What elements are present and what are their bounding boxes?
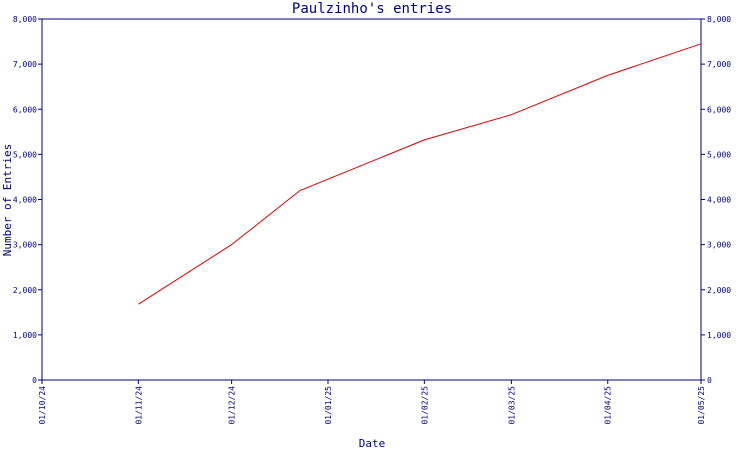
left-y-tick-label: 1,000 bbox=[13, 331, 37, 340]
x-tick-label: 01/10/24 bbox=[38, 386, 47, 425]
right-y-tick-label: 8,000 bbox=[707, 15, 731, 24]
x-tick-label: 01/12/24 bbox=[228, 386, 237, 425]
x-tick-label: 01/02/25 bbox=[420, 386, 429, 425]
left-y-tick-label: 4,000 bbox=[13, 196, 37, 205]
x-tick-label: 01/05/25 bbox=[697, 386, 706, 425]
right-y-tick-label: 4,000 bbox=[707, 196, 731, 205]
right-y-tick-label: 6,000 bbox=[707, 105, 731, 114]
right-y-axis-ticks: 0 1,000 2,000 3,000 4,000 5,000 6,000 7,000 8,00… bbox=[701, 15, 731, 385]
x-axis-ticks: 01/10/24 01/11/24 01/12/24 01/01/25 01/02/25… bbox=[38, 380, 706, 425]
right-y-tick-label: 3,000 bbox=[707, 241, 731, 250]
left-y-axis-ticks: 0 1,000 2,000 3,000 4,000 5,000 6,000 7,000 8,00… bbox=[13, 15, 42, 385]
left-y-tick-label: 8,000 bbox=[13, 15, 37, 24]
x-axis-label: Date bbox=[359, 437, 386, 450]
left-y-tick-label: 2,000 bbox=[13, 286, 37, 295]
right-y-tick-label: 1,000 bbox=[707, 331, 731, 340]
right-y-tick-label: 7,000 bbox=[707, 60, 731, 69]
x-tick-label: 01/04/25 bbox=[604, 386, 613, 425]
y-axis-label: Number of Entries bbox=[1, 144, 14, 257]
series-line bbox=[138, 43, 702, 305]
x-tick-label: 01/01/25 bbox=[324, 386, 333, 425]
x-tick-label: 01/11/24 bbox=[134, 386, 143, 425]
chart-title: Paulzinho's entries bbox=[292, 1, 452, 17]
right-y-tick-label: 2,000 bbox=[707, 286, 731, 295]
left-y-tick-label: 0 bbox=[32, 376, 37, 385]
plot-frame bbox=[41, 18, 702, 381]
right-y-tick-label: 5,000 bbox=[707, 150, 731, 159]
x-tick-label: 01/03/25 bbox=[507, 386, 516, 425]
left-y-tick-label: 7,000 bbox=[13, 60, 37, 69]
left-y-tick-label: 3,000 bbox=[13, 241, 37, 250]
right-y-tick-label: 0 bbox=[707, 376, 712, 385]
left-y-tick-label: 5,000 bbox=[13, 150, 37, 159]
left-y-tick-label: 6,000 bbox=[13, 105, 37, 114]
